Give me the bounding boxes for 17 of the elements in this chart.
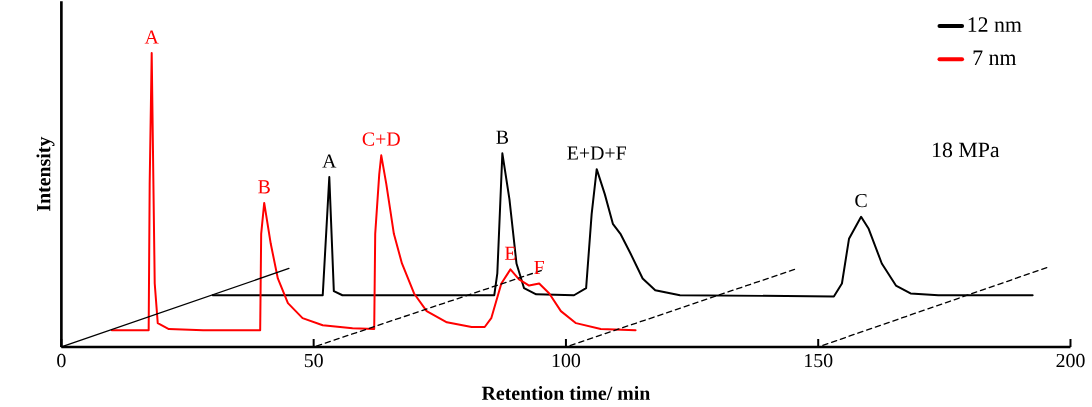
annotation: B bbox=[496, 130, 509, 144]
x-tick-label: 50 bbox=[304, 354, 323, 368]
annotation: C bbox=[855, 194, 867, 208]
annotation: A bbox=[322, 154, 337, 168]
annotation: C+D bbox=[362, 132, 400, 146]
x-tick-label: 100 bbox=[552, 354, 581, 368]
annotation: B bbox=[258, 180, 270, 194]
x-axis-title: Retention time/ min bbox=[481, 386, 651, 401]
annotation: E+D+F bbox=[567, 146, 626, 160]
x-tick-label: 0 bbox=[57, 354, 66, 368]
x-tick-label: 150 bbox=[805, 354, 833, 368]
x-tick-label: 200 bbox=[1056, 354, 1085, 368]
legend-label: 7 nm bbox=[973, 50, 1017, 66]
legend-label: 12 nm bbox=[968, 17, 1022, 32]
annotation: 18 MPa bbox=[932, 142, 1000, 158]
y-axis-title: Intensity bbox=[36, 136, 55, 212]
annotation: A bbox=[144, 30, 159, 44]
